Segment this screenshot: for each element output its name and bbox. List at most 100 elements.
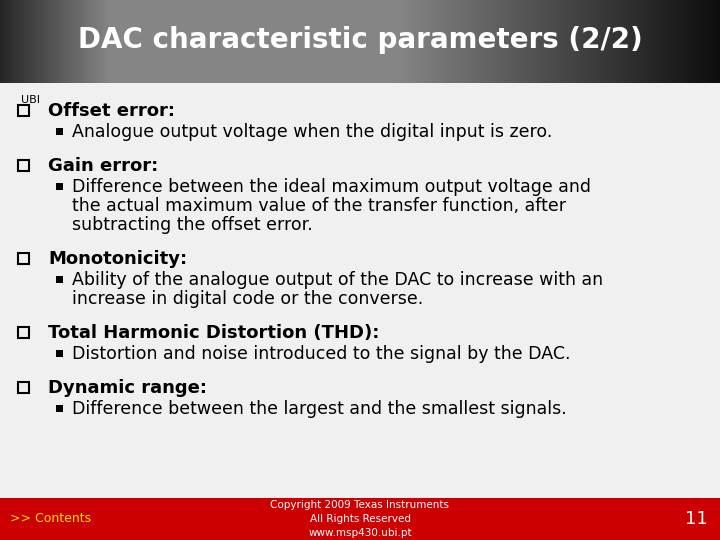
- Bar: [631, 0, 634, 83]
- Bar: [502, 0, 504, 83]
- Bar: [639, 0, 641, 83]
- Bar: [86, 0, 89, 83]
- Bar: [240, 0, 243, 83]
- Bar: [324, 0, 326, 83]
- Bar: [662, 0, 665, 83]
- Bar: [310, 0, 312, 83]
- Bar: [405, 0, 408, 83]
- Bar: [149, 0, 151, 83]
- Bar: [77, 0, 79, 83]
- Bar: [715, 0, 718, 83]
- Bar: [682, 0, 684, 83]
- Bar: [403, 0, 405, 83]
- Bar: [641, 0, 643, 83]
- Bar: [621, 0, 624, 83]
- Bar: [410, 0, 413, 83]
- Bar: [441, 0, 444, 83]
- Bar: [209, 0, 211, 83]
- Bar: [509, 0, 511, 83]
- Bar: [346, 0, 348, 83]
- Bar: [477, 0, 480, 83]
- Bar: [408, 0, 410, 83]
- Bar: [168, 0, 171, 83]
- Bar: [41, 0, 43, 83]
- Bar: [605, 0, 607, 83]
- Bar: [120, 0, 122, 83]
- Bar: [624, 0, 626, 83]
- Bar: [473, 0, 475, 83]
- Bar: [713, 0, 715, 83]
- Bar: [261, 0, 264, 83]
- Bar: [341, 0, 343, 83]
- Bar: [466, 0, 468, 83]
- Bar: [127, 0, 130, 83]
- Bar: [374, 0, 377, 83]
- Bar: [94, 0, 96, 83]
- Bar: [672, 0, 675, 83]
- Bar: [331, 0, 333, 83]
- Bar: [132, 0, 135, 83]
- Bar: [319, 0, 322, 83]
- Bar: [2, 0, 5, 83]
- Bar: [387, 0, 389, 83]
- Bar: [377, 0, 379, 83]
- Bar: [122, 0, 125, 83]
- Bar: [257, 0, 259, 83]
- Bar: [451, 0, 454, 83]
- Bar: [19, 0, 22, 83]
- Bar: [439, 0, 441, 83]
- Bar: [389, 0, 391, 83]
- Bar: [343, 0, 346, 83]
- Bar: [110, 0, 113, 83]
- Bar: [600, 0, 603, 83]
- Bar: [333, 0, 336, 83]
- Bar: [531, 0, 533, 83]
- Bar: [482, 0, 485, 83]
- Bar: [367, 0, 369, 83]
- Bar: [233, 0, 235, 83]
- Bar: [480, 0, 482, 83]
- Bar: [691, 0, 693, 83]
- Bar: [585, 0, 588, 83]
- Bar: [135, 0, 137, 83]
- Bar: [372, 0, 374, 83]
- Bar: [576, 0, 578, 83]
- Bar: [677, 0, 679, 83]
- Bar: [643, 0, 646, 83]
- Bar: [161, 0, 163, 83]
- Bar: [185, 0, 187, 83]
- Bar: [48, 0, 50, 83]
- Bar: [89, 0, 91, 83]
- Bar: [718, 0, 720, 83]
- Bar: [686, 0, 689, 83]
- Bar: [24, 0, 27, 83]
- Bar: [252, 0, 254, 83]
- Bar: [7, 0, 9, 83]
- Bar: [101, 0, 103, 83]
- Bar: [300, 0, 302, 83]
- Bar: [106, 0, 108, 83]
- Bar: [516, 0, 518, 83]
- Bar: [432, 0, 434, 83]
- Text: Dynamic range:: Dynamic range:: [48, 379, 207, 397]
- Bar: [693, 0, 696, 83]
- Text: DAC characteristic parameters (2/2): DAC characteristic parameters (2/2): [78, 26, 642, 54]
- Bar: [369, 0, 372, 83]
- Bar: [485, 0, 487, 83]
- Bar: [194, 0, 197, 83]
- Bar: [50, 0, 53, 83]
- Bar: [338, 0, 341, 83]
- Bar: [499, 0, 502, 83]
- Bar: [384, 0, 387, 83]
- Bar: [173, 0, 175, 83]
- Text: Analogue output voltage when the digital input is zero.: Analogue output voltage when the digital…: [72, 123, 552, 140]
- Bar: [427, 0, 430, 83]
- Bar: [108, 0, 110, 83]
- Bar: [449, 0, 451, 83]
- Bar: [636, 0, 639, 83]
- Bar: [281, 0, 283, 83]
- Bar: [312, 0, 315, 83]
- Bar: [698, 0, 701, 83]
- Bar: [245, 0, 247, 83]
- Bar: [315, 0, 317, 83]
